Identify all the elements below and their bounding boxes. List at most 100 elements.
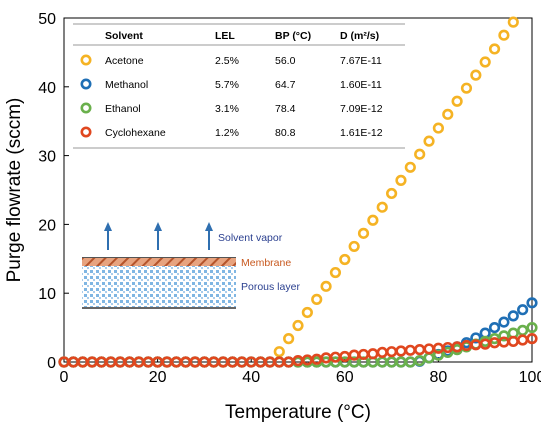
axis-ticks: 0 20 40 60 80 100 0 10 20 30 40 50 <box>38 11 541 386</box>
data-point <box>488 333 501 345</box>
data-point <box>498 316 510 328</box>
inset-label-solvent-vapor: Solvent vapor <box>218 232 283 244</box>
table-header-cell: Solvent <box>105 30 143 42</box>
data-point <box>367 348 379 360</box>
data-point <box>301 354 313 366</box>
inset-label-membrane: Membrane <box>241 257 291 269</box>
table-cell: 64.7 <box>275 79 296 91</box>
table-cell: Methanol <box>105 79 148 91</box>
data-point <box>357 227 370 239</box>
data-point <box>320 280 332 292</box>
data-point <box>386 346 398 358</box>
data-point <box>479 338 491 350</box>
x-axis-label: Temperature (°C) <box>225 402 371 423</box>
table-cell: 56.0 <box>275 55 296 67</box>
data-point <box>507 310 519 322</box>
data-point <box>292 355 304 367</box>
data-point <box>423 135 435 147</box>
data-point <box>442 346 454 358</box>
table-cell: 78.4 <box>275 103 296 115</box>
data-point <box>507 335 519 347</box>
data-point <box>414 148 426 160</box>
legend-marker <box>80 102 92 114</box>
data-point <box>311 353 323 365</box>
data-point <box>498 336 510 348</box>
plot-frame <box>63 17 533 363</box>
table-header-cell: LEL <box>215 30 235 42</box>
x-tick-label: 100 <box>519 369 541 386</box>
x-tick-label: 0 <box>60 369 69 386</box>
x-tick-label: 40 <box>242 369 260 386</box>
data-point <box>526 333 538 345</box>
data-point <box>432 342 445 354</box>
membrane-layer <box>82 258 236 266</box>
data-point <box>460 82 473 94</box>
data-point <box>526 297 538 309</box>
data-point <box>376 346 388 358</box>
data-point <box>526 322 538 334</box>
data-point <box>376 201 388 213</box>
data-point <box>498 29 510 41</box>
data-point <box>395 345 407 357</box>
table-cell: 5.7% <box>215 79 239 91</box>
inset-label-porous-layer: Porous layer <box>241 281 300 293</box>
data-point <box>460 339 473 352</box>
data-point <box>386 187 398 200</box>
x-tick-label: 80 <box>430 369 448 386</box>
data-marks <box>58 16 538 368</box>
data-point <box>451 95 463 107</box>
y-tick-label: 10 <box>38 286 56 303</box>
table-cell: Cyclohexane <box>105 127 166 139</box>
data-point <box>432 122 445 134</box>
data-point <box>348 349 360 361</box>
data-point <box>507 16 519 28</box>
vapor-arrow-head <box>104 222 112 231</box>
table-cell: 1.60E-11 <box>340 79 382 91</box>
data-point <box>414 355 426 367</box>
table-cell: Acetone <box>105 55 144 67</box>
data-point <box>357 348 370 361</box>
table-cell: 7.67E-11 <box>340 55 382 67</box>
y-tick-label: 50 <box>38 11 56 28</box>
data-point <box>517 334 529 346</box>
table-header-cell: BP (°C) <box>275 30 311 42</box>
vapor-arrow-head <box>154 222 162 231</box>
data-point <box>283 333 295 345</box>
legend-table: Solvent LEL BP (°C) D (m²/s) Acetone 2.5% 56.0… <box>73 23 405 149</box>
data-point <box>423 343 435 355</box>
data-point <box>395 174 407 186</box>
data-point <box>329 266 342 279</box>
vapor-arrow-head <box>205 222 213 231</box>
vapor-arrows <box>104 222 213 250</box>
data-point <box>339 253 351 266</box>
data-point <box>404 344 416 356</box>
data-point <box>470 339 482 351</box>
data-point <box>348 240 360 253</box>
table-cell: 3.1% <box>215 103 239 115</box>
data-point <box>311 293 323 305</box>
data-point <box>470 69 482 81</box>
data-point <box>488 322 501 334</box>
table-cell: 7.09E-12 <box>340 103 383 115</box>
data-point <box>442 108 454 120</box>
x-tick-label: 20 <box>149 369 167 386</box>
data-point <box>517 324 529 336</box>
data-point <box>470 332 482 344</box>
table-cell: Ethanol <box>105 103 141 115</box>
data-point <box>301 306 313 319</box>
inset-diagram: Solvent vapor Membrane Porous layer <box>82 222 300 309</box>
data-point <box>517 304 529 316</box>
y-axis-label: Purge flowrate (sccm) <box>4 98 25 283</box>
data-point <box>414 344 426 356</box>
y-tick-label: 30 <box>38 149 56 166</box>
porous-layer <box>82 266 236 308</box>
data-point <box>451 341 463 353</box>
data-point <box>273 346 285 358</box>
y-tick-label: 20 <box>38 217 56 234</box>
table-header-cell: D (m²/s) <box>340 30 379 42</box>
legend-marker <box>80 54 92 66</box>
legend-marker <box>80 78 92 90</box>
data-point <box>498 330 510 342</box>
data-point <box>479 56 491 68</box>
